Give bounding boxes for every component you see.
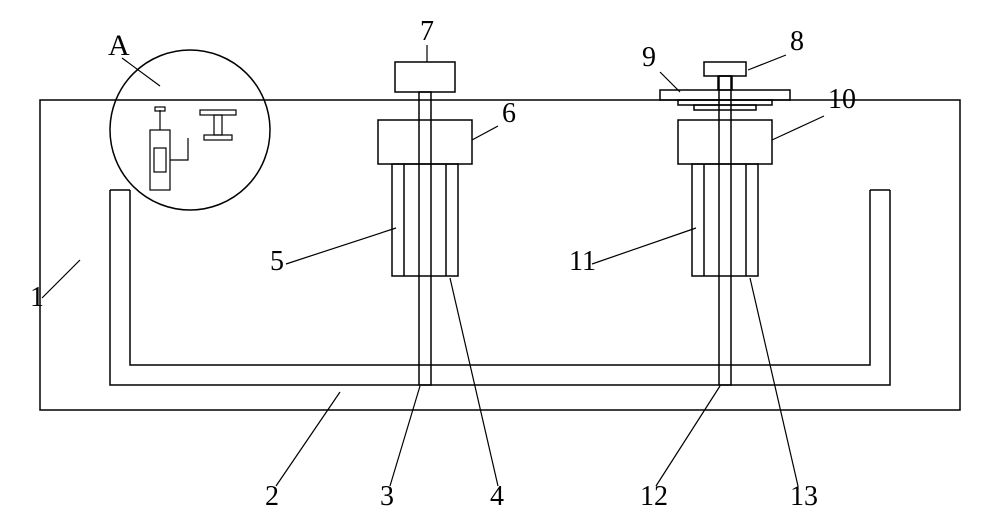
lead-12 [656,386,720,486]
lead-1 [42,260,80,298]
label-13: 13 [790,481,818,512]
lead-A [122,58,160,86]
detail-A-right-plate-top [200,110,236,115]
detail-circle-A [110,50,270,210]
lead-8 [748,55,786,70]
assembly-left-stem [419,92,431,385]
assembly-right-mount-post [718,76,732,90]
label-5: 5 [270,246,284,277]
label-1: 1 [30,282,44,313]
label-11: 11 [569,246,596,277]
detail-A-case [150,130,170,190]
assembly-right-plate [678,120,772,164]
lead-13 [750,278,798,486]
detail-A-elbow [170,138,188,160]
lead-11 [592,228,696,264]
label-4: 4 [490,481,504,512]
assembly-left-plate [378,120,472,164]
label-A: A [108,29,130,62]
assembly-right-mount-top [704,62,746,76]
label-10: 10 [828,84,856,115]
label-8: 8 [790,26,804,57]
lead-9 [660,72,680,92]
lead-5 [286,228,396,264]
inner-u-inner [130,190,870,365]
inner-u-outer [110,190,890,385]
label-6: 6 [502,98,516,129]
lead-6 [472,126,498,140]
assembly-right-step-low [694,105,756,110]
detail-A-stem-cap [155,107,165,111]
lead-10 [772,116,824,140]
label-12: 12 [640,481,668,512]
lead-3 [390,386,420,486]
detail-A-right-plate-bot [204,135,232,140]
technical-diagram: 12345678910111213A [0,0,1000,530]
label-9: 9 [642,42,656,73]
label-3: 3 [380,481,394,512]
label-2: 2 [265,481,279,512]
lead-2 [276,392,340,486]
assembly-right-barrel [692,164,758,276]
lead-4 [450,278,498,486]
assembly-right-stem [719,76,731,385]
assembly-left-top-block [395,62,455,92]
outer-frame [40,100,960,410]
assembly-left-barrel [392,164,458,276]
detail-A-right-post [214,115,222,135]
label-7: 7 [420,16,434,47]
detail-A-inner [154,148,166,172]
